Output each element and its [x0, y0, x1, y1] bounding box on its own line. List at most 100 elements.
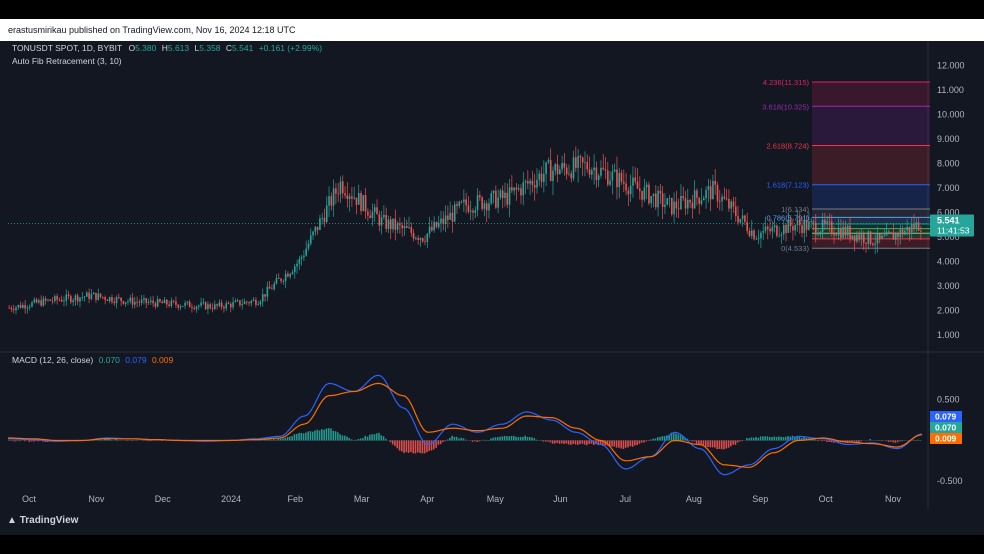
candle-body: [245, 301, 248, 303]
macd-histogram-bar: [421, 440, 424, 454]
macd-histogram-bar: [613, 440, 616, 447]
publish-header: erastusmirikau published on TradingView.…: [0, 19, 984, 41]
macd-histogram-bar: [419, 440, 421, 454]
close-label: C: [225, 43, 233, 53]
candle-body: [874, 243, 876, 245]
candle-body: [166, 299, 168, 305]
fib-indicator-label[interactable]: Auto Fib Retracement (3, 10): [12, 56, 122, 66]
candle-body: [675, 201, 678, 209]
candle-body: [730, 201, 733, 209]
candle-body: [661, 193, 664, 207]
candle-body: [876, 233, 879, 244]
candle-body: [67, 294, 70, 297]
candle-body: [202, 302, 205, 304]
macd-histogram-bar: [595, 440, 597, 445]
candle-body: [828, 221, 831, 223]
chart-area[interactable]: 1.000 2.000 3.000 4.000 5.000 6.000 7.000 8.000…: [0, 41, 984, 509]
macd-histogram-bar: [686, 438, 689, 441]
macd-histogram-bar: [608, 440, 611, 447]
macd-histogram-bar: [794, 437, 796, 441]
candle-body: [346, 195, 349, 200]
macd-histogram-bar: [460, 437, 463, 441]
candle-body: [234, 300, 237, 303]
candle-body: [620, 173, 623, 182]
candle-body: [584, 162, 586, 163]
macd-histogram-bar: [458, 438, 460, 441]
macd-histogram-bar: [410, 440, 412, 452]
macd-histogram-bar: [672, 433, 675, 441]
candle-body: [124, 302, 127, 304]
macd-histogram-bar: [439, 440, 442, 445]
candle-body: [159, 299, 161, 302]
chart-canvas[interactable]: 1.000 2.000 3.000 4.000 5.000 6.000 7.000 8.000…: [0, 41, 984, 509]
macd-histogram-bar: [762, 436, 764, 441]
candle-body: [625, 183, 627, 191]
macd-histogram-bar: [103, 439, 106, 441]
macd-histogram-bar: [389, 440, 392, 443]
candle-body: [44, 298, 47, 301]
macd-histogram-bar: [618, 440, 620, 448]
macd-histogram-bar: [691, 440, 693, 442]
candle-body: [367, 211, 369, 216]
x-tick-label: Feb: [288, 494, 304, 504]
macd-histogram-bar: [787, 436, 789, 441]
candle-body: [506, 192, 509, 205]
macd-histogram-bar: [558, 440, 561, 444]
candle-body: [613, 169, 616, 172]
macd-histogram-bar: [650, 439, 652, 441]
candle-body: [136, 301, 138, 303]
candle-body: [197, 305, 200, 307]
candle-body: [31, 302, 33, 307]
macd-histogram-bar: [302, 433, 305, 441]
macd-histogram-bar: [899, 440, 901, 442]
fib-zone: [812, 145, 930, 185]
macd-histogram-bar: [704, 440, 707, 447]
macd-histogram-bar: [816, 440, 819, 442]
macd-name[interactable]: MACD (12, 26, close): [12, 355, 94, 365]
candle-body: [915, 222, 918, 229]
macd-histogram-bar: [528, 437, 531, 441]
candle-body: [264, 294, 266, 297]
candle-body: [718, 201, 721, 203]
candle-body: [472, 210, 474, 213]
macd-histogram-bar: [337, 432, 339, 441]
candle-body: [803, 220, 806, 234]
candle-body: [339, 181, 342, 195]
macd-histogram-bar: [30, 440, 33, 442]
x-tick-label: 2024: [221, 494, 241, 504]
macd-histogram-bar: [289, 436, 291, 441]
candle-body: [394, 218, 397, 230]
candle-body: [618, 173, 621, 188]
candle-body: [881, 235, 883, 239]
macd-legend[interactable]: MACD (12, 26, close) 0.070 0.079 0.009: [12, 355, 173, 365]
macd-histogram-bar: [643, 440, 645, 443]
macd-histogram-bar: [277, 438, 280, 441]
candle-body: [399, 223, 401, 226]
macd-histogram-bar: [503, 435, 506, 441]
candle-body: [154, 303, 157, 307]
macd-histogram-bar: [535, 439, 538, 441]
candle-body: [830, 221, 833, 234]
candle-body: [408, 227, 410, 228]
tradingview-logo[interactable]: ▲ TradingView: [7, 515, 78, 526]
symbol-label[interactable]: TONUSDT SPOT, 1D, BYBIT: [12, 43, 123, 53]
macd-histogram-bar: [574, 440, 577, 445]
macd-histogram-bar: [343, 435, 346, 441]
fib-indicator-legend[interactable]: Auto Fib Retracement (3, 10): [12, 56, 122, 66]
candle-body: [22, 304, 24, 308]
candle-body: [284, 273, 287, 282]
candle-body: [853, 235, 856, 242]
macd-histogram-bar: [28, 440, 31, 442]
macd-histogram-bar: [611, 440, 613, 447]
candle-body: [330, 196, 333, 206]
macd-histogram-bar: [330, 428, 332, 441]
candle-body: [810, 221, 812, 223]
candle-body: [453, 204, 456, 222]
candle-body: [513, 187, 515, 191]
macd-histogram-bar: [291, 436, 293, 441]
macd-histogram-bar: [423, 440, 426, 454]
macd-histogram-bar: [880, 440, 883, 442]
candle-body: [577, 156, 579, 168]
candle-body: [8, 307, 10, 309]
